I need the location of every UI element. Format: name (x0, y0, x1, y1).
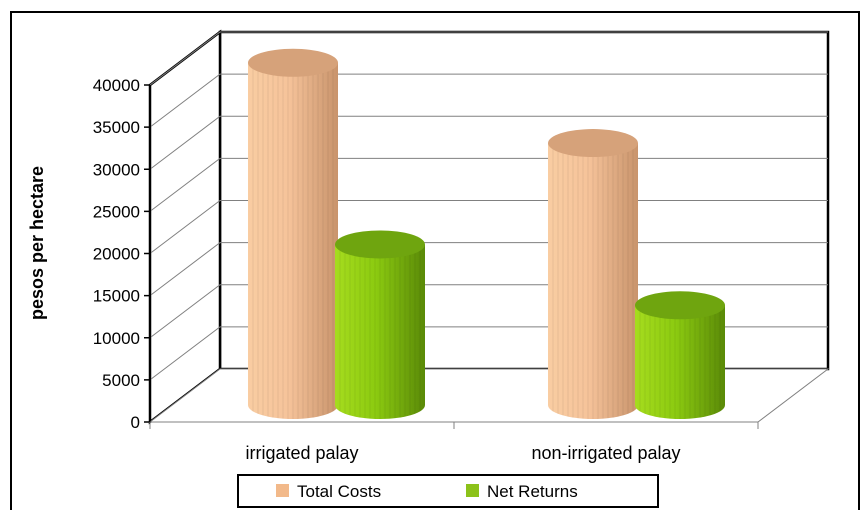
y-tick-label: 40000 (93, 76, 140, 95)
x-tick-label: irrigated palay (245, 443, 358, 463)
cylinder-top (635, 291, 725, 320)
bar-net-returns (335, 230, 425, 419)
legend-label-net-returns: Net Returns (487, 482, 578, 501)
y-tick-label: 35000 (93, 118, 140, 137)
x-tick-label: non-irrigated palay (531, 443, 680, 463)
x-axis: irrigated palay non-irrigated palay (149, 421, 759, 463)
cylinder-body (548, 143, 638, 420)
bar-total-costs (548, 129, 638, 420)
y-tick-label: 5000 (102, 371, 140, 390)
gridline (149, 115, 828, 170)
cylinder-top (335, 230, 425, 259)
cylinder-body (335, 244, 425, 419)
legend-box (237, 474, 659, 508)
legend-label-total-costs: Total Costs (297, 482, 381, 501)
y-axis: 0 5000 10000 15000 20000 25000 30000 35000 40000 (93, 76, 151, 432)
legend-swatch-net-returns (466, 484, 479, 497)
gridline (149, 73, 828, 128)
y-tick-label: 30000 (93, 160, 140, 179)
y-tick-label: 25000 (93, 202, 140, 221)
bars (248, 48, 725, 420)
cylinder-top (248, 48, 338, 77)
y-axis-label: pesos per hectare (27, 166, 47, 320)
legend-swatch-total-costs (276, 484, 289, 497)
y-tick-label: 20000 (93, 245, 140, 264)
bar-net-returns (635, 291, 725, 419)
y-tick-label: 15000 (93, 287, 140, 306)
cylinder-body (635, 305, 725, 419)
legend: Total Costs Net Returns (237, 474, 659, 508)
y-tick-label: 0 (131, 413, 140, 432)
bar-total-costs (248, 48, 338, 420)
cylinder-top (548, 129, 638, 158)
y-tick-label: 10000 (93, 329, 140, 348)
gridline (149, 31, 828, 86)
cylinder-body (248, 62, 338, 420)
